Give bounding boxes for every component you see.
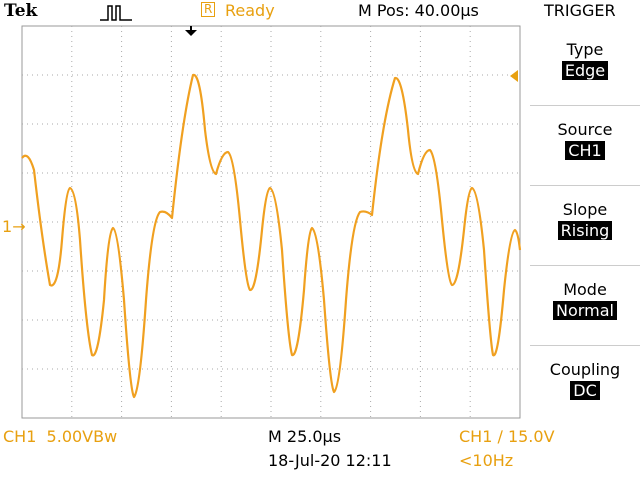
frequency: <10Hz — [459, 451, 514, 470]
logo: Tek — [4, 1, 38, 21]
waveform — [21, 73, 522, 399]
status-icon: R — [201, 2, 216, 17]
menu-item[interactable]: Mode Normal — [530, 266, 640, 346]
menu-label: Source — [557, 120, 613, 139]
menu-value: Rising — [557, 221, 613, 240]
menu-value: DC — [570, 381, 600, 400]
menu-item[interactable]: Coupling DC — [530, 346, 640, 426]
menu-separator — [530, 105, 640, 106]
menu-item[interactable]: Type Edge — [530, 26, 640, 106]
channel-scale: CH1 5.00VBw — [3, 427, 118, 446]
graticule — [21, 25, 522, 419]
timebase: M 25.0µs — [268, 427, 342, 446]
menu-value: CH1 — [565, 141, 605, 160]
menu-value: Edge — [561, 61, 609, 80]
menu-label: Type — [566, 40, 604, 59]
menu-separator — [530, 345, 640, 346]
menu-separator — [530, 265, 640, 266]
trigger-level: CH1 ∕ 15.0V — [459, 427, 555, 446]
datetime: 18-Jul-20 12:11 — [268, 451, 392, 470]
menu-value: Normal — [553, 301, 617, 320]
channel-marker: 1→ — [2, 217, 26, 236]
menu-item[interactable]: Source CH1 — [530, 106, 640, 186]
menu-label: Slope — [562, 200, 608, 219]
menu-item[interactable]: Slope Rising — [530, 186, 640, 266]
menu-separator — [530, 185, 640, 186]
status: Ready — [225, 1, 275, 20]
trigger-position-marker — [185, 30, 197, 36]
menu-title: TRIGGER — [544, 1, 616, 20]
menu-label: Mode — [563, 280, 607, 299]
position: M Pos: 40.00µs — [358, 1, 479, 20]
trigger-icon — [100, 5, 132, 21]
trigger-level-marker — [510, 70, 518, 82]
menu-label: Coupling — [549, 360, 621, 379]
channel-number: 1 — [2, 217, 13, 236]
